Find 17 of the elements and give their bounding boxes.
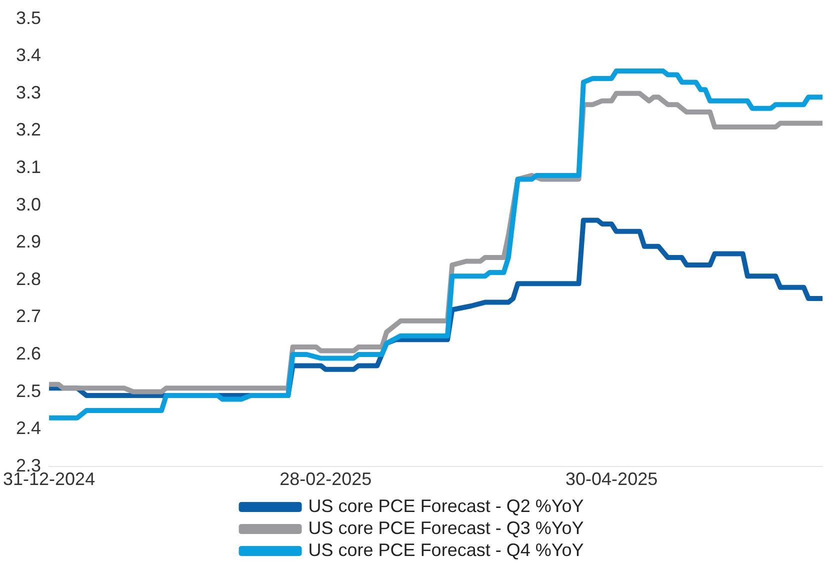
y-tick-label: 2.8 [16,268,42,289]
y-tick-label: 2.7 [16,306,42,326]
y-tick-label: 3.5 [16,8,42,28]
y-tick-label: 3.4 [16,45,42,66]
legend-label: US core PCE Forecast - Q3 %YoY [308,518,584,538]
legend-label: US core PCE Forecast - Q4 %YoY [308,540,584,560]
x-tick-label: 28-02-2025 [280,469,372,490]
y-tick-label: 2.5 [16,380,42,401]
y-tick-label: 2.4 [16,418,42,438]
y-tick-label: 2.9 [16,232,42,252]
legend-label: US core PCE Forecast - Q2 %YoY [308,496,584,516]
y-tick-label: 3.3 [16,82,42,102]
y-tick-label: 2.6 [16,343,42,364]
x-tick-label: 30-04-2025 [566,469,658,490]
y-tick-label: 3.1 [16,156,42,177]
y-tick-label: 3.2 [16,120,42,140]
y-tick-label: 3.0 [16,194,42,214]
